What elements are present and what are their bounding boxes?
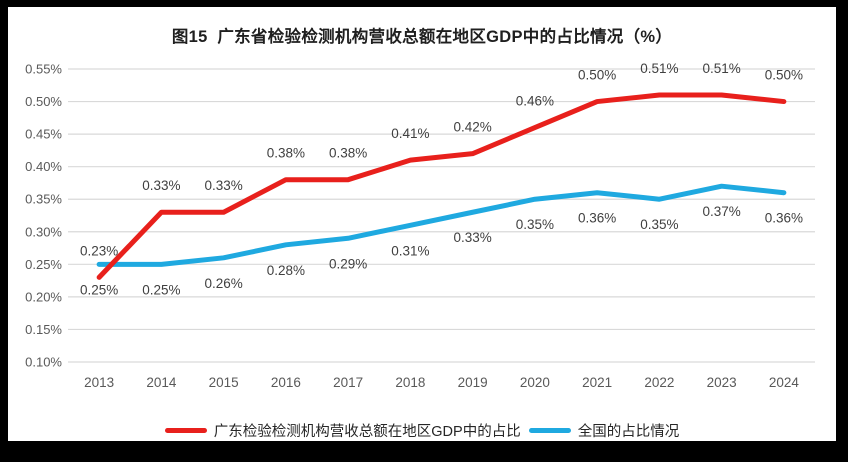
x-tick-label: 2013: [84, 375, 114, 390]
y-tick-label: 0.10%: [25, 355, 62, 370]
x-tick-label: 2021: [582, 375, 612, 390]
legend-swatch-red-line: [164, 427, 207, 433]
data-label: 0.37%: [702, 204, 740, 219]
x-tick-label: 2014: [146, 375, 177, 390]
data-label: 0.38%: [329, 146, 367, 161]
data-label: 0.36%: [765, 211, 803, 226]
legend-label-national: 全国的占比情况: [577, 423, 680, 440]
data-label: 0.28%: [267, 263, 305, 278]
y-tick-label: 0.55%: [25, 62, 62, 77]
legend-item-national: 全国的占比情况: [528, 420, 680, 441]
data-label: 0.51%: [640, 61, 678, 76]
data-label: 0.42%: [453, 120, 491, 135]
data-label: 0.26%: [204, 276, 242, 291]
data-label: 0.51%: [702, 61, 740, 76]
data-label: 0.38%: [267, 146, 305, 161]
y-tick-label: 0.50%: [25, 94, 62, 109]
series-line: [96, 92, 787, 280]
x-tick-label: 2015: [209, 375, 239, 390]
x-tick-label: 2018: [395, 375, 425, 390]
data-label: 0.50%: [578, 68, 616, 83]
legend-label-guangdong: 广东检验检测机构营收总额在地区GDP中的占比: [213, 423, 521, 440]
data-label: 0.35%: [640, 217, 678, 232]
data-label: 0.33%: [142, 178, 180, 193]
x-tick-label: 2017: [333, 375, 363, 390]
y-tick-label: 0.30%: [25, 224, 62, 239]
data-label: 0.23%: [80, 243, 118, 258]
data-label: 0.46%: [516, 94, 554, 109]
y-tick-label: 0.40%: [25, 159, 62, 174]
legend-item-guangdong: 广东检验检测机构营收总额在地区GDP中的占比: [164, 420, 521, 441]
x-tick-label: 2019: [458, 375, 488, 390]
data-label: 0.33%: [453, 230, 491, 245]
x-tick-label: 2024: [769, 375, 800, 390]
y-tick-label: 0.20%: [25, 289, 62, 304]
x-tick-label: 2020: [520, 375, 550, 390]
y-tick-label: 0.45%: [25, 127, 62, 142]
y-tick-label: 0.25%: [25, 257, 62, 272]
x-tick-label: 2016: [271, 375, 301, 390]
data-label: 0.33%: [204, 178, 242, 193]
data-label: 0.29%: [329, 256, 367, 271]
data-label: 0.41%: [391, 126, 429, 141]
data-label: 0.25%: [142, 282, 180, 297]
data-label: 0.35%: [516, 217, 554, 232]
data-label: 0.31%: [391, 243, 429, 258]
x-tick-label: 2022: [644, 375, 674, 390]
y-tick-label: 0.35%: [25, 192, 62, 207]
data-label: 0.50%: [765, 68, 803, 83]
chart-title: 图15 广东省检验检测机构营收总额在地区GDP中的占比情况（%）: [171, 28, 673, 46]
data-label: 0.25%: [80, 282, 118, 297]
x-tick-label: 2023: [707, 375, 737, 390]
legend: 广东检验检测机构营收总额在地区GDP中的占比 全国的占比情况: [8, 419, 836, 441]
legend-swatch-blue-line: [528, 427, 571, 433]
y-tick-label: 0.15%: [25, 322, 62, 337]
data-label: 0.36%: [578, 211, 616, 226]
series-line: [96, 183, 787, 267]
